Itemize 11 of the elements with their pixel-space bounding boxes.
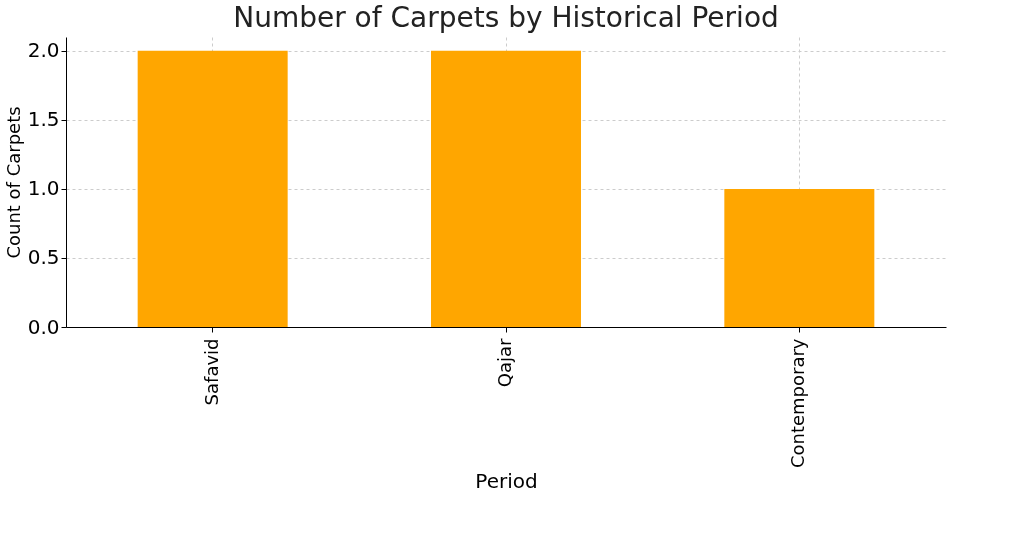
chart-title: Number of Carpets by Historical Period (233, 1, 779, 34)
y-tick-label: 2.0 (27, 38, 60, 63)
y-axis-title: Count of Carpets (2, 106, 24, 259)
y-tick-label: 1.0 (27, 176, 60, 201)
x-tick-label: Qajar (494, 337, 515, 388)
x-tick-label: Contemporary (787, 338, 809, 469)
y-tick-label: 0.5 (27, 245, 60, 270)
y-tick-label: 1.5 (27, 107, 60, 132)
x-tick-label: Safavid (200, 338, 222, 406)
y-tick-label: 0.0 (27, 314, 60, 339)
x-axis-title: Period (475, 469, 538, 494)
